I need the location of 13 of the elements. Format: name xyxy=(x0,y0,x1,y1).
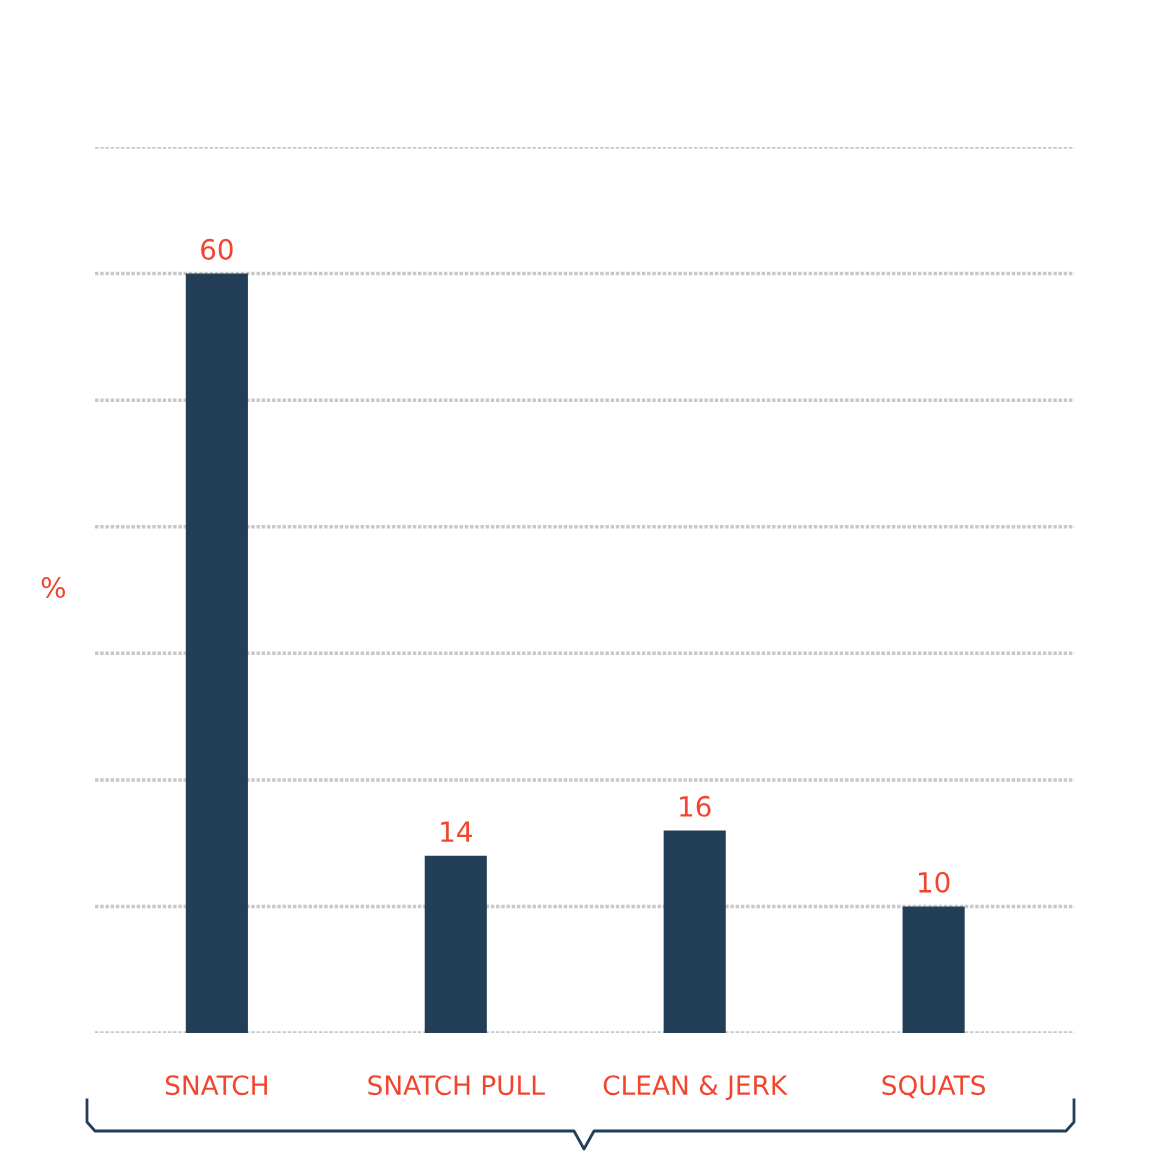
x-tick-label: SNATCH xyxy=(165,1075,267,1096)
x-tick-label: SQUATS xyxy=(882,1075,986,1099)
x-tick-label: SNATCH PULL xyxy=(368,1075,545,1096)
data-label: 10 xyxy=(919,871,950,893)
y-axis-title: % xyxy=(41,577,66,599)
data-label: 16 xyxy=(680,795,711,817)
data-label: 14 xyxy=(441,821,472,842)
bar xyxy=(902,906,965,1034)
bar xyxy=(663,830,726,1034)
x-tick-label: CLEAN & JERK xyxy=(603,1075,788,1101)
data-label: 60 xyxy=(201,238,233,260)
bar xyxy=(424,855,487,1034)
bar xyxy=(185,273,248,1034)
